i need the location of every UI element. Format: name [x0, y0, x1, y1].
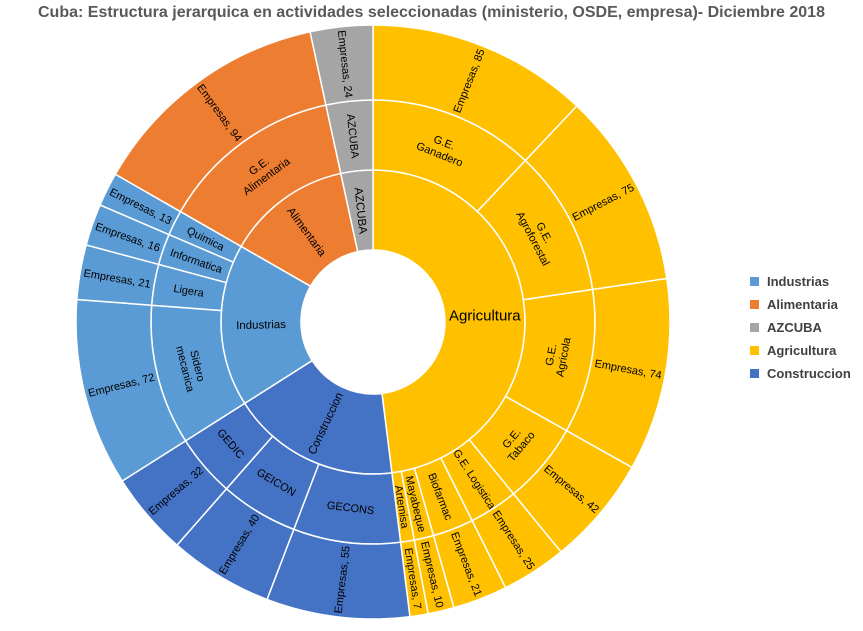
ministry-label-agricultura: Agricultura	[449, 307, 521, 324]
legend-swatch-azcuba	[750, 323, 759, 332]
legend-item: Construccion	[750, 362, 851, 385]
legend-label: Alimentaria	[767, 297, 838, 312]
osde-label-azcuba: AZCUBA	[344, 113, 361, 159]
osde-label-ligera: Ligera	[172, 283, 205, 300]
legend-label: Construccion	[767, 366, 851, 381]
chart-title: Cuba: Estructura jerarquica en actividad…	[38, 4, 825, 21]
legend-label: Agricultura	[767, 343, 837, 358]
legend-item: Industrias	[750, 270, 851, 293]
legend-item: AZCUBA	[750, 316, 851, 339]
legend-swatch-agricultura	[750, 346, 759, 355]
legend-swatch-industrias	[750, 277, 759, 286]
legend-item: Alimentaria	[750, 293, 851, 316]
legend-item: Agricultura	[750, 339, 851, 362]
legend-swatch-construccion	[750, 369, 759, 378]
osde-label-gecons: GECONS	[326, 500, 375, 518]
company-segment-azcuba	[309, 24, 374, 106]
legend-swatch-alimentaria	[750, 300, 759, 309]
ministry-label-industrias: Industrias	[236, 319, 286, 332]
ministry-label-azcuba: AZCUBA	[352, 187, 369, 235]
legend-label: Industrias	[767, 274, 830, 289]
legend-label: AZCUBA	[767, 320, 822, 335]
legend: Industrias Alimentaria AZCUBA Agricultur…	[750, 270, 851, 385]
